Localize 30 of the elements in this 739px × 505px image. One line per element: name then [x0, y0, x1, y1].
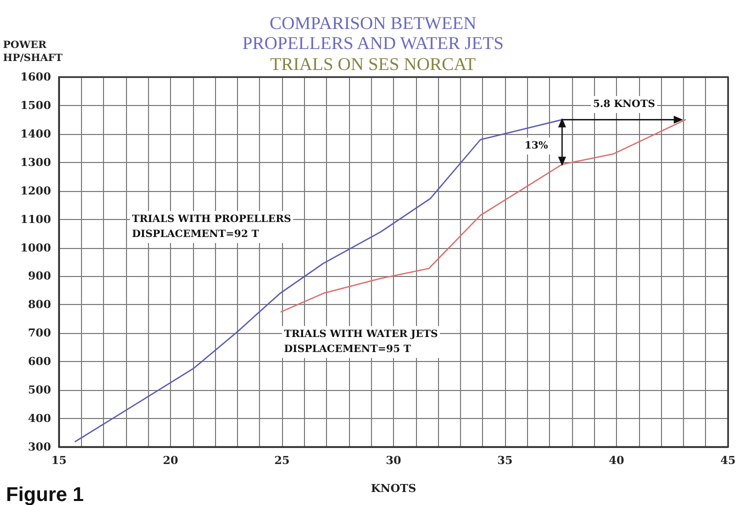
- y-tick-label: 700: [28, 326, 52, 340]
- y-tick-label: 400: [28, 412, 52, 426]
- y-tick-label: 1600: [20, 70, 52, 84]
- y-axis-title: POWER HP/SHAFT: [3, 40, 64, 64]
- annotation: 13%: [524, 140, 548, 152]
- x-tick-label: 45: [720, 454, 736, 467]
- y-tick-label: 300: [28, 440, 52, 454]
- y-tick-label: 600: [28, 355, 52, 368]
- x-tick-label: 30: [386, 454, 402, 467]
- y-tick-label: 1200: [20, 184, 52, 198]
- y-tick-label: 1500: [20, 98, 52, 112]
- annotation: 5.8 KNOTS: [592, 99, 656, 110]
- y-tick-label: 900: [28, 270, 52, 283]
- chart-title: COMPARISON BETWEEN PROPELLERS AND WATER JETS: [242, 13, 504, 53]
- x-tick-label: 35: [497, 454, 513, 467]
- x-tick-label: 15: [51, 454, 67, 467]
- y-tick-label: 800: [28, 298, 52, 312]
- chart-subtitle: TRIALS ON SES NORCAT: [270, 54, 476, 74]
- y-tick-label: 1000: [20, 241, 52, 254]
- y-tick-label: 1400: [20, 127, 52, 140]
- y-tick-label: 500: [28, 384, 52, 397]
- x-axis-title: KNOTS: [370, 482, 416, 495]
- x-tick-label: 20: [162, 454, 178, 467]
- caption: Figure 1: [6, 484, 84, 505]
- x-tick-label: 25: [274, 454, 290, 467]
- annotation: TRIALS WITH PROPELLERS DISPLACEMENT=92 T: [132, 214, 292, 240]
- y-tick-label: 1300: [20, 156, 52, 169]
- y-tick-label: 1100: [20, 212, 52, 226]
- x-tick-label: 40: [608, 454, 624, 467]
- annotation: TRIALS WITH WATER JETS DISPLACEMENT=95 T: [284, 329, 438, 355]
